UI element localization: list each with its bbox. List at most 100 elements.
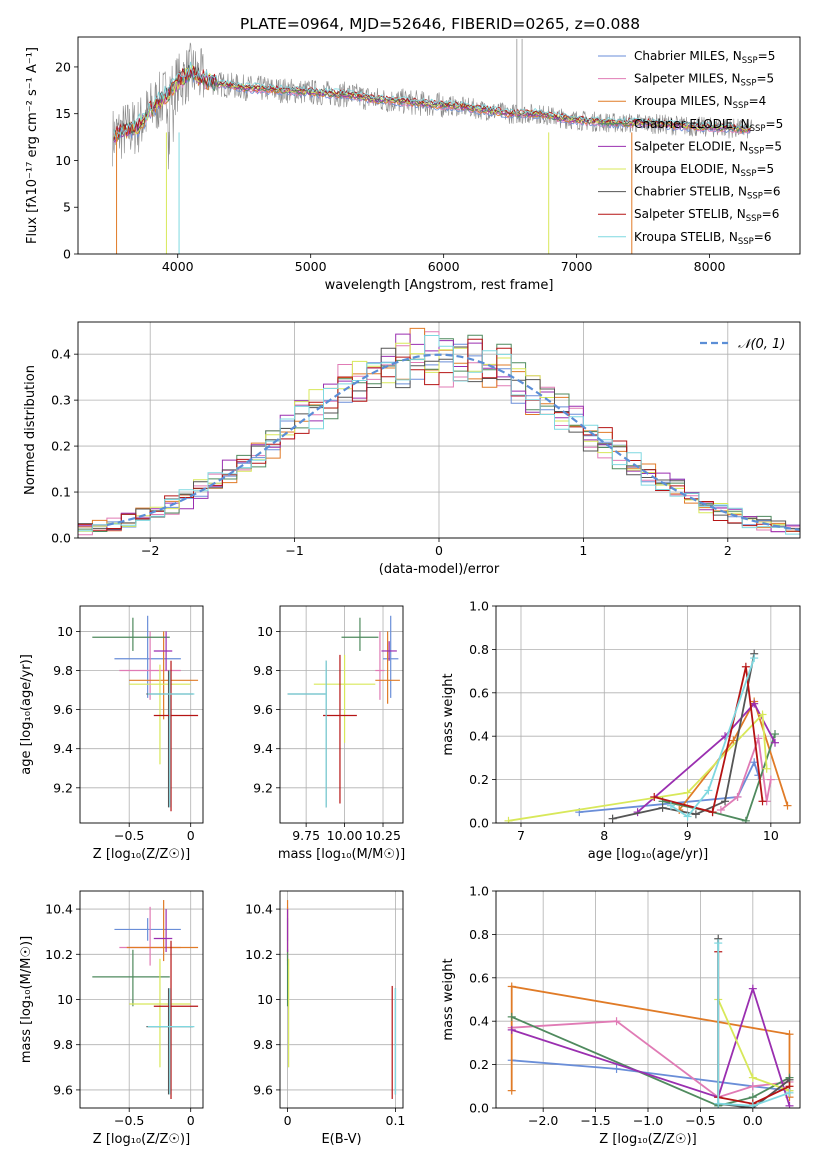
error-marker-salpeter-stelib [323, 654, 357, 804]
figure-title: PLATE=0964, MJD=52646, FIBERID=0265, z=0… [240, 15, 640, 33]
age-vs-mass-panel: 9.75 10.00 10.25 9.2 9.4 9.6 9.8 10 mass [log₁₀(… [253, 605, 405, 862]
weight-line-kroupa-stelib [670, 657, 756, 818]
y-tick-label: 9.4 [53, 741, 73, 756]
y-tick-label: 0.1 [51, 485, 71, 500]
legend-label-subscript: SSP [750, 124, 766, 134]
error-marker-kroupa-miles [375, 631, 400, 704]
y-tick-label: 10.4 [245, 902, 273, 917]
y-axis-label: Normed distribution [23, 365, 38, 495]
y-axis-label: mass [log₁₀(M/M☉)] [19, 936, 34, 1063]
weight-point-salpeter-elodie [771, 738, 780, 747]
legend-entry-label: Chabrier STELIB, NSSP=6 [634, 185, 781, 202]
model-line-chabrier-stelib [113, 64, 751, 142]
weight-line-kroupa-miles [678, 699, 789, 811]
legend-label-subscript: SSP [742, 56, 758, 66]
y-tick-label: 0.8 [469, 642, 489, 657]
weight-point-kroupa-elodie [762, 764, 771, 773]
error-marker-salpeter-elodie [153, 631, 173, 671]
weight-line-chabrier-miles [511, 1059, 790, 1092]
x-tick-label: −2 [141, 543, 159, 558]
weight-line-salpeter-elodie [637, 702, 776, 813]
legend-label-normal: 𝒩(0, 1) [738, 337, 785, 352]
plot-area [287, 615, 400, 808]
y-tick-label: 10 [55, 153, 71, 168]
error-marker-salpeter-elodie [381, 641, 397, 661]
weight-point-kroupa-stelib [683, 812, 692, 821]
error-marker-chabrier-elodie [92, 617, 170, 651]
legend-label-text: Salpeter MILES, N [634, 72, 741, 86]
x-tick-label: 6000 [428, 259, 460, 274]
error-marker-salpeter-miles [119, 906, 181, 966]
weight-point-chabrier-elodie [771, 730, 780, 739]
error-marker-kroupa-stelib [147, 988, 195, 1095]
weight-point-salpeter-stelib [758, 797, 767, 806]
weight-point-kroupa-elodie [683, 788, 692, 797]
plot-area [92, 900, 199, 1099]
y-tick-label: 9.2 [53, 780, 73, 795]
weight-point-salpeter-miles [754, 734, 763, 743]
weight-point-kroupa-stelib [704, 786, 713, 795]
x-tick-label: 0 [187, 1113, 195, 1128]
x-tick-label: 10.00 [327, 828, 363, 843]
legend-label-value: =6 [754, 230, 772, 244]
axes-frame [79, 605, 204, 824]
mass-vs-metallicity-panel: −0.5 0 9.6 9.8 10 10.2 10.4 Z [log₁₀(Z/Z☉)] mass… [19, 890, 204, 1147]
x-tick-label: 1 [579, 543, 587, 558]
weight-point-salpeter-miles [748, 1082, 757, 1091]
x-tick-label: 0.1 [386, 1113, 406, 1128]
y-tick-label: 9.4 [253, 741, 273, 756]
legend-label-text: Chabrier MILES, N [634, 49, 742, 63]
x-tick-label: −1 [285, 543, 303, 558]
y-tick-label: 0.2 [51, 439, 71, 454]
normal-curve [106, 353, 800, 531]
weight-point-kroupa-stelib [666, 801, 675, 810]
model-line-kroupa-stelib [113, 61, 751, 138]
x-tick-label: −0.5 [114, 1113, 144, 1128]
legend-label-value: =6 [763, 185, 781, 199]
weight-line-kroupa-miles [510, 985, 791, 1098]
error-marker-chabrier-stelib [287, 660, 327, 808]
model-line-chabrier-elodie [113, 69, 751, 141]
y-tick-label: 5 [63, 200, 71, 215]
weight-line-salpeter-elodie [511, 985, 791, 1107]
weight-point-kroupa-miles [729, 736, 738, 745]
plot-area [92, 615, 199, 812]
x-tick-label: 10.25 [365, 828, 401, 843]
legend-label-value: =5 [758, 49, 776, 63]
legend-label-subscript: SSP [738, 237, 754, 247]
x-tick-label: 8000 [694, 259, 726, 274]
legend-label-subscript: SSP [748, 146, 764, 156]
y-tick-label: 10.4 [45, 902, 73, 917]
x-tick-label: 8 [600, 828, 608, 843]
y-tick-label: 10 [57, 992, 73, 1007]
mass-vs-extinction-panel: 0 0.1 9.6 9.8 10 10.2 10.4 E(B-V) [245, 890, 406, 1147]
legend-label-subscript: SSP [741, 79, 757, 89]
legend-entry-label: Salpeter ELODIE, NSSP=5 [634, 139, 782, 156]
legend-entry-label: Kroupa STELIB, NSSP=6 [634, 230, 772, 247]
weight-point-salpeter-stelib [708, 808, 717, 817]
x-tick-label: −0.5 [114, 828, 144, 843]
error-marker-salpeter-stelib [153, 660, 199, 812]
x-axis-label: Z [log₁₀(Z/Z☉)] [93, 1132, 190, 1147]
x-tick-label: −0.5 [685, 1113, 715, 1128]
weight-point-chabrier-stelib [658, 803, 667, 812]
y-axis-label: mass weight [441, 958, 456, 1040]
plot-area [507, 934, 794, 1108]
y-tick-label: 0.4 [51, 347, 71, 362]
weight-point-kroupa-elodie [748, 1073, 757, 1082]
weight-point-chabrier-elodie [507, 1012, 516, 1021]
x-tick-label: 0 [187, 828, 195, 843]
weight-point-kroupa-stelib [785, 1088, 794, 1097]
plot-area [504, 649, 792, 823]
weight-point-chabrier-stelib [608, 814, 617, 823]
weight-point-salpeter-stelib [741, 662, 750, 671]
legend-entry-label: Salpeter MILES, NSSP=5 [634, 72, 774, 89]
error-marker-salpeter-stelib [153, 940, 199, 1099]
legend-label-value: =5 [764, 139, 782, 153]
y-tick-label: 0.0 [469, 816, 489, 831]
axes-frame [279, 605, 404, 824]
weight-point-salpeter-miles [612, 1017, 621, 1026]
y-tick-label: 9.8 [253, 1037, 273, 1052]
y-tick-label: 0.4 [469, 729, 489, 744]
x-tick-label: 0 [435, 543, 443, 558]
